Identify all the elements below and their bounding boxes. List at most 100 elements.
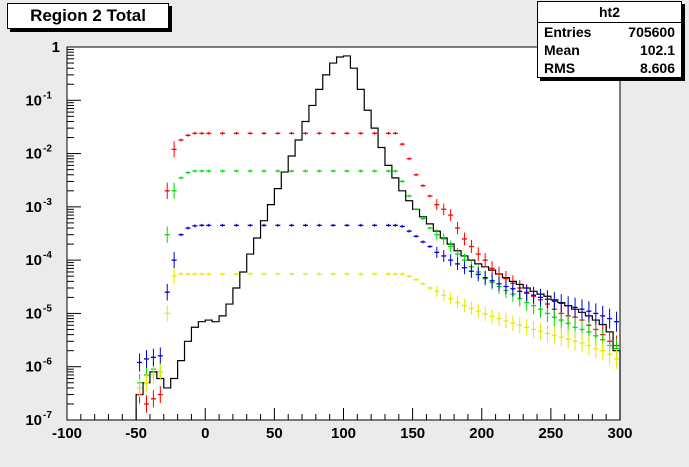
data-point: [330, 131, 336, 135]
data-point: [524, 284, 530, 302]
data-point: [185, 133, 191, 137]
data-point: [164, 182, 170, 200]
data-point: [614, 348, 620, 369]
data-point: [489, 273, 495, 288]
y-tick-exponent: -7: [43, 410, 52, 421]
data-point: [600, 340, 606, 361]
data-point: [614, 311, 620, 332]
data-point: [579, 299, 585, 320]
data-point: [420, 282, 426, 286]
data-point: [434, 285, 440, 297]
data-point: [489, 261, 495, 276]
data-point: [344, 272, 350, 276]
data-point: [143, 350, 149, 368]
data-point: [579, 333, 585, 353]
data-point: [143, 373, 149, 392]
data-point: [420, 217, 426, 221]
data-point: [275, 131, 281, 135]
data-point: [572, 297, 578, 317]
data-point: [607, 308, 613, 329]
data-point: [441, 233, 447, 245]
y-tick-label: 1: [52, 39, 60, 56]
data-point: [406, 229, 412, 233]
plot-area: [67, 47, 620, 420]
data-point: [206, 223, 212, 227]
data-point: [441, 289, 447, 301]
data-point: [392, 131, 398, 135]
stats-value: 102.1: [639, 42, 675, 58]
data-point: [330, 223, 336, 227]
x-tick-label: 200: [469, 425, 494, 442]
data-point: [461, 232, 467, 246]
stats-value: 705600: [628, 24, 675, 40]
data-point: [475, 267, 481, 282]
data-point: [178, 233, 184, 237]
data-point: [171, 182, 177, 199]
data-point: [344, 169, 350, 173]
data-point: [261, 223, 267, 227]
data-point: [358, 272, 364, 276]
data-point: [538, 288, 544, 306]
data-point: [178, 138, 184, 142]
data-point: [406, 157, 412, 161]
data-point: [358, 223, 364, 227]
data-point: [192, 169, 198, 173]
data-point: [392, 272, 398, 276]
y-tick-label: 10: [25, 305, 42, 322]
y-tick-label: 10: [25, 252, 42, 269]
data-point: [489, 309, 495, 324]
x-tick-label: 300: [607, 425, 632, 442]
data-point: [157, 386, 163, 403]
data-point: [157, 347, 163, 365]
series-layer: [135, 55, 621, 420]
data-point: [531, 286, 537, 304]
data-point: [185, 272, 191, 276]
data-point: [247, 169, 253, 173]
data-point: [455, 257, 461, 271]
data-point: [455, 221, 461, 235]
data-point: [544, 324, 550, 343]
data-point: [178, 272, 184, 276]
data-point: [199, 223, 205, 227]
y-tick-label: 10: [25, 359, 42, 376]
data-point: [565, 296, 571, 316]
data-point: [468, 264, 474, 278]
chart-title: Region 2 Total: [7, 3, 169, 29]
data-point: [565, 329, 571, 349]
data-point: [185, 226, 191, 230]
data-point: [406, 274, 412, 278]
data-point: [503, 313, 509, 329]
data-point: [157, 363, 163, 381]
y-tick-exponent: -2: [43, 144, 52, 155]
data-point: [461, 299, 467, 313]
data-point: [247, 131, 253, 135]
y-tick-label: 10: [25, 92, 42, 109]
data-point: [150, 366, 156, 384]
data-point: [538, 322, 544, 340]
data-point: [413, 173, 419, 177]
data-point: [406, 194, 412, 198]
data-point: [171, 252, 177, 269]
data-point: [482, 306, 488, 321]
data-point: [233, 131, 239, 135]
data-point: [289, 223, 295, 227]
data-point: [316, 169, 322, 173]
data-point: [164, 226, 170, 243]
data-point: [220, 131, 226, 135]
stats-histogram-name: ht2: [538, 2, 681, 23]
data-point: [247, 223, 253, 227]
data-point: [302, 272, 308, 276]
x-tick-label: 100: [331, 425, 356, 442]
y-tick-label: 10: [25, 199, 42, 216]
data-point: [164, 284, 170, 301]
data-point: [143, 395, 149, 413]
x-tick-label: -100: [52, 425, 82, 442]
data-point: [531, 321, 537, 338]
stats-row-rms: RMS 8.606: [538, 59, 681, 77]
data-point: [344, 223, 350, 227]
data-point: [316, 223, 322, 227]
data-point: [233, 272, 239, 276]
data-point: [372, 223, 378, 227]
data-point: [448, 209, 454, 222]
